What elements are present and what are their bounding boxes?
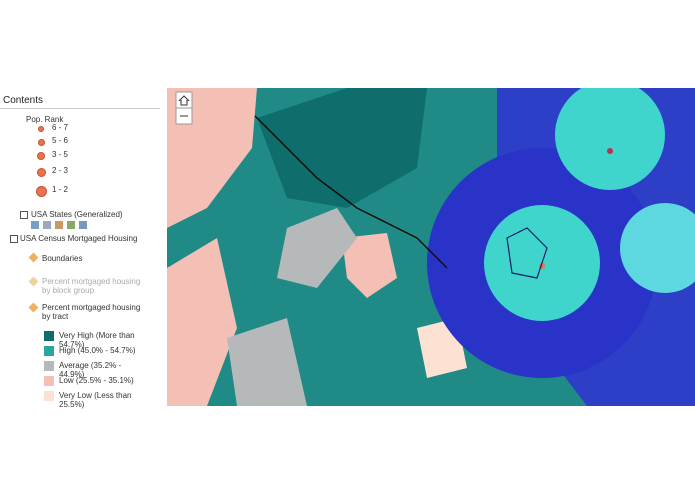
checkbox[interactable]	[20, 211, 28, 219]
buffer-ring	[555, 88, 665, 190]
boundary	[254, 115, 448, 269]
map[interactable]	[167, 88, 695, 406]
region	[277, 208, 357, 288]
rank-label: 2 - 3	[52, 166, 69, 175]
region	[257, 88, 427, 208]
boundary	[506, 227, 548, 279]
buffer-ring	[620, 203, 695, 293]
rank-label: 5 - 6	[52, 136, 69, 145]
legend-swatch	[44, 361, 54, 371]
rank-label: 1 - 2	[52, 185, 69, 194]
toolbar[interactable]	[31, 221, 101, 229]
layer-name[interactable]: Percent mortgaged housing by tract	[42, 303, 141, 321]
layer-name[interactable]: Boundaries	[42, 254, 83, 263]
region	[227, 318, 307, 406]
home-icon	[178, 95, 190, 106]
legend-swatch	[44, 331, 54, 341]
contents-panel: Contents Pop. Rank 6 - 7 5 - 6 3 - 5 2 - 3 1…	[0, 88, 165, 409]
region	[167, 238, 237, 406]
rank-symbol	[37, 152, 45, 160]
legend-swatch	[44, 376, 54, 386]
legend-label: Very High (More than 54.7%)	[59, 331, 135, 349]
rank-symbol	[36, 167, 46, 177]
legend-swatch	[44, 346, 54, 356]
rank-label: 3 - 5	[52, 150, 69, 159]
legend-title: Pop. Rank	[26, 115, 64, 124]
checkbox[interactable]	[10, 235, 18, 243]
home-button[interactable]	[175, 91, 193, 109]
panel-title: Contents	[3, 95, 44, 106]
rank-label: 6 - 7	[52, 123, 69, 132]
rank-symbol	[37, 138, 45, 146]
group-icon	[28, 276, 39, 287]
layer-name[interactable]: USA Census Mortgaged Housing	[20, 234, 138, 243]
region	[342, 233, 397, 298]
legend-label: Very Low (Less than 25.5%)	[59, 391, 132, 409]
group-icon	[28, 302, 39, 313]
legend-label: High (45.0% - 54.7%)	[59, 346, 136, 355]
point	[607, 148, 613, 154]
layer-name[interactable]: Percent mortgaged housing by block group	[42, 277, 141, 295]
group-icon	[28, 252, 39, 263]
rank-symbol	[38, 126, 44, 132]
legend-label: Average (35.2% - 44.9%)	[59, 361, 122, 379]
legend-swatch	[44, 391, 54, 401]
rank-symbol	[35, 185, 47, 197]
layer-name[interactable]: USA States (Generalized)	[31, 210, 123, 219]
divider	[0, 108, 160, 109]
legend-label: Low (25.5% - 35.1%)	[59, 376, 134, 385]
